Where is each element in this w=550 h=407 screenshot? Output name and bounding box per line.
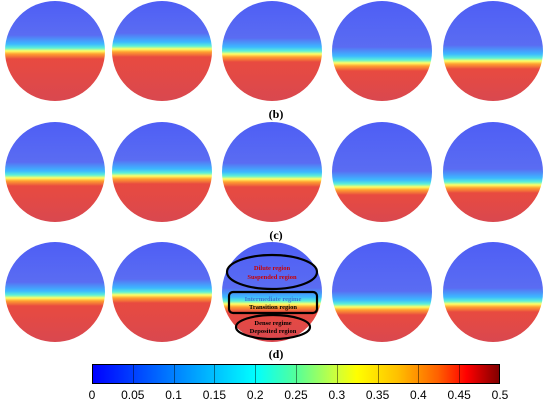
colorbar-gradient bbox=[92, 364, 500, 384]
colorbar-tick-label: 0 bbox=[88, 388, 96, 402]
transition-region-label: Transition region bbox=[249, 304, 297, 311]
dilute-region-ellipse bbox=[225, 253, 319, 291]
colorbar-tick bbox=[377, 364, 379, 384]
concentration-disc bbox=[332, 1, 432, 101]
concentration-disc bbox=[5, 122, 105, 222]
colorbar-tick bbox=[459, 364, 461, 384]
intermediate-region-box bbox=[227, 290, 319, 315]
colorbar-tick bbox=[173, 364, 175, 384]
colorbar-tick-label: 0.45 bbox=[447, 388, 471, 402]
suspended-region-label: Suspended region bbox=[247, 274, 297, 281]
deposited-region-label: Deposited region bbox=[250, 328, 297, 335]
concentration-disc bbox=[443, 122, 543, 222]
concentration-disc bbox=[332, 122, 432, 222]
colorbar-tick-label: 0.3 bbox=[328, 388, 346, 402]
concentration-disc bbox=[112, 242, 212, 342]
panel-label-d: (d) bbox=[268, 347, 284, 361]
colorbar: 0 0.05 0.1 0.15 0.2 0.25 0.3 0.35 0.4 0.45 0.5 bbox=[89, 364, 508, 406]
colorbar-tick-label: 0.4 bbox=[410, 388, 427, 402]
concentration-disc bbox=[112, 1, 212, 101]
intermediate-regime-label: Intermediate regime bbox=[245, 296, 302, 303]
concentration-disc bbox=[222, 1, 322, 101]
concentration-disc bbox=[443, 1, 543, 101]
annotation-overlay: Dilute region Suspended region Intermedi… bbox=[225, 253, 319, 341]
colorbar-tick bbox=[214, 364, 216, 384]
concentration-disc bbox=[332, 242, 432, 342]
concentration-disc bbox=[5, 1, 105, 101]
concentration-disc bbox=[222, 122, 322, 222]
disc-grid bbox=[5, 1, 543, 342]
colorbar-tick-label: 0.1 bbox=[165, 388, 182, 402]
colorbar-tick-label: 0.15 bbox=[202, 388, 227, 402]
panel-label-c: (c) bbox=[269, 228, 283, 242]
colorbar-tick bbox=[418, 364, 420, 384]
colorbar-tick-label: 0.5 bbox=[491, 388, 509, 402]
panel-label-b: (b) bbox=[268, 107, 284, 121]
concentration-disc bbox=[112, 122, 212, 222]
colorbar-tick-label: 0.35 bbox=[365, 388, 390, 402]
dense-region-ellipse bbox=[234, 313, 312, 341]
concentration-disc bbox=[443, 242, 543, 342]
colorbar-tick-label: 0.2 bbox=[246, 388, 264, 402]
dense-regime-label: Dense regime bbox=[254, 320, 291, 327]
colorbar-tick-label: 0.05 bbox=[121, 388, 145, 402]
concentration-disc bbox=[5, 242, 105, 342]
colorbar-tick bbox=[336, 364, 338, 384]
colorbar-tick-label: 0.25 bbox=[284, 388, 308, 402]
colorbar-tick bbox=[255, 364, 257, 384]
colorbar-tick bbox=[296, 364, 297, 384]
dilute-region-label: Dilute region bbox=[254, 265, 291, 272]
colorbar-tick bbox=[132, 364, 134, 384]
